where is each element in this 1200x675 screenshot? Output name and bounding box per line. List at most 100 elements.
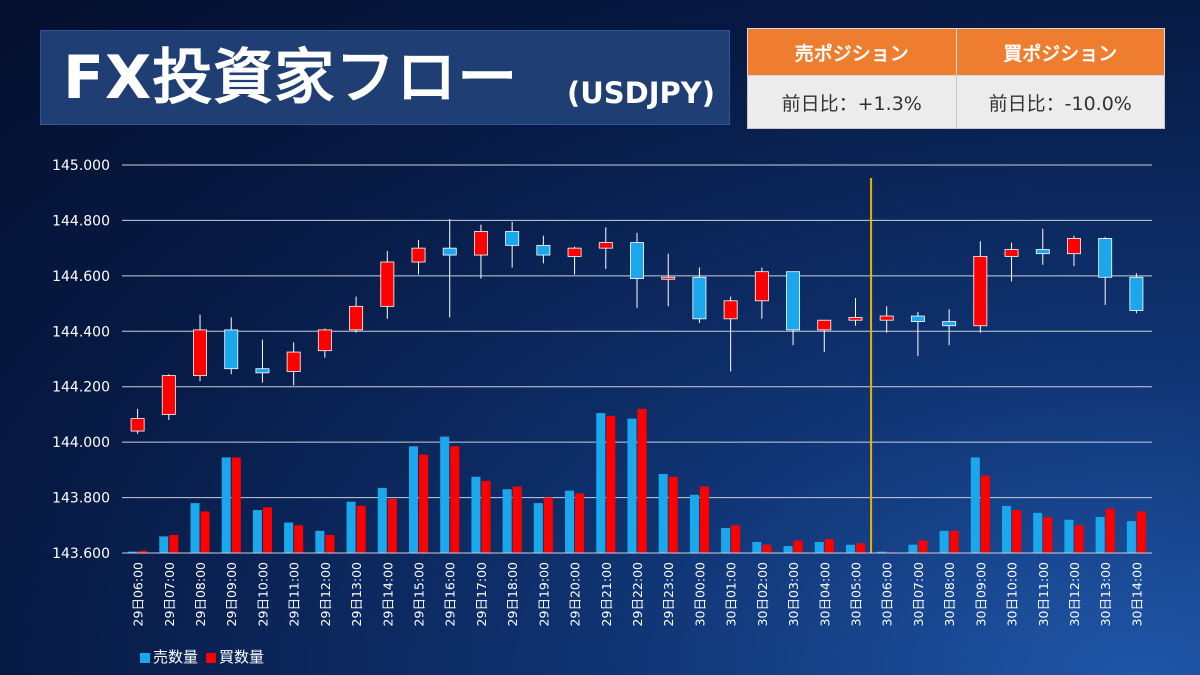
x-tick-label: 30日10:00 <box>1005 562 1020 626</box>
buy-volume-bar <box>980 475 990 553</box>
buy-volume-bar <box>450 446 460 553</box>
sell-volume-bar <box>877 551 887 553</box>
x-tick-label: 29日18:00 <box>505 562 520 626</box>
candle-body <box>786 271 801 331</box>
sell-volume-bar <box>1064 519 1074 553</box>
x-tick-label: 29日20:00 <box>568 562 583 626</box>
buy-volume-bar <box>1136 511 1146 553</box>
sell-volume-bar <box>408 446 419 553</box>
sell-volume-bar <box>1033 512 1043 553</box>
sell-volume-bar <box>565 490 575 553</box>
chart-legend: 売数量 買数量 <box>140 646 272 667</box>
y-tick-label: 145.000 <box>52 158 110 174</box>
x-tick-label: 30日14:00 <box>1129 562 1144 626</box>
candle-body <box>848 317 863 321</box>
buy-volume-bar <box>1105 508 1115 553</box>
legend-label-buy: 買数量 <box>219 648 265 666</box>
buy-volume-bar <box>1074 525 1084 553</box>
candle-body <box>567 247 582 257</box>
x-tick-label: 30日07:00 <box>911 562 926 626</box>
x-tick-label: 29日13:00 <box>349 562 364 626</box>
buy-position-change: 前日比：-10.0% <box>955 75 1165 129</box>
x-tick-label: 30日09:00 <box>973 562 988 626</box>
sell-volume-bar <box>346 501 356 553</box>
y-tick-label: 144.400 <box>52 324 110 340</box>
sell-volume-bar <box>159 536 169 553</box>
buy-volume-bar <box>575 493 585 553</box>
sell-volume-bar <box>752 541 762 553</box>
candle-body <box>1004 249 1019 257</box>
buy-volume-bar <box>325 534 335 553</box>
legend-swatch-sell <box>140 652 150 663</box>
x-tick-label: 29日07:00 <box>162 562 177 626</box>
candle-body <box>536 244 551 256</box>
page-title: FX投資家フロー <box>63 43 519 113</box>
buy-volume-bar <box>169 534 179 553</box>
x-tick-label: 29日22:00 <box>630 562 645 626</box>
y-tick-label: 143.800 <box>52 491 110 507</box>
position-table: 売ポジション 買ポジション 前日比：+1.3% 前日比：-10.0% <box>747 28 1165 129</box>
buy-volume-bar <box>294 525 304 553</box>
candle-body <box>1098 238 1113 278</box>
candle-body <box>442 247 457 256</box>
buy-volume-bar <box>262 507 273 553</box>
candle-body <box>754 271 769 302</box>
sell-position-change: 前日比：+1.3% <box>747 75 957 129</box>
y-tick-label: 143.600 <box>52 546 110 562</box>
sell-volume-bar <box>221 457 231 553</box>
sell-volume-bar <box>502 489 512 553</box>
sell-volume-bar <box>533 503 543 553</box>
sell-volume-bar <box>627 418 637 553</box>
candle-body <box>817 319 832 331</box>
x-tick-label: 30日06:00 <box>880 562 895 626</box>
buy-volume-bar <box>918 540 928 553</box>
sell-volume-bar <box>1095 516 1105 553</box>
buy-volume-bar <box>231 457 241 553</box>
x-tick-label: 29日14:00 <box>380 562 395 626</box>
sell-volume-bar <box>970 457 980 553</box>
buy-volume-bar <box>699 486 709 553</box>
sell-volume-bar <box>471 476 481 553</box>
x-tick-label: 29日06:00 <box>131 562 146 626</box>
candle-body <box>161 375 176 415</box>
x-tick-label: 30日02:00 <box>755 562 770 626</box>
buy-volume-bar <box>481 480 491 553</box>
x-tick-label: 29日19:00 <box>536 562 551 626</box>
buy-volume-bar <box>637 408 647 553</box>
candle-body <box>723 300 738 320</box>
buy-volume-bar <box>793 540 803 553</box>
candle-body <box>473 231 488 256</box>
candle-body <box>630 242 644 280</box>
y-tick-label: 144.600 <box>52 269 110 285</box>
candle-body <box>224 329 239 370</box>
x-tick-label: 29日21:00 <box>599 562 614 626</box>
candle-body <box>910 315 925 322</box>
y-tick-label: 144.800 <box>52 213 110 229</box>
candle-body <box>255 368 270 374</box>
buy-volume-bar <box>419 454 429 553</box>
buy-volume-bar <box>855 543 866 553</box>
x-tick-label: 30日05:00 <box>848 562 863 626</box>
candle-body <box>130 418 145 432</box>
buy-volume-bar <box>543 497 553 553</box>
x-tick-label: 30日13:00 <box>1098 562 1113 626</box>
sell-volume-bar <box>128 551 138 553</box>
candle-body <box>317 329 332 352</box>
sell-volume-bar <box>1126 521 1136 553</box>
x-tick-label: 29日10:00 <box>255 562 270 626</box>
sell-volume-bar <box>596 413 606 553</box>
y-tick-label: 144.200 <box>52 380 110 396</box>
x-tick-label: 30日04:00 <box>817 562 832 626</box>
legend-swatch-buy <box>206 652 217 663</box>
buy-volume-bar <box>1012 510 1022 553</box>
x-tick-label: 30日11:00 <box>1036 562 1051 626</box>
buy-position-header: 買ポジション <box>955 28 1165 76</box>
sell-volume-bar <box>315 530 325 553</box>
page-subtitle: (USDJPY) <box>566 76 715 110</box>
sell-volume-bar <box>939 530 949 553</box>
legend-label-sell: 売数量 <box>153 648 199 666</box>
candle-body <box>505 231 520 246</box>
candle-body <box>879 315 894 321</box>
buy-volume-bar <box>200 511 210 553</box>
sell-volume-bar <box>721 528 731 553</box>
